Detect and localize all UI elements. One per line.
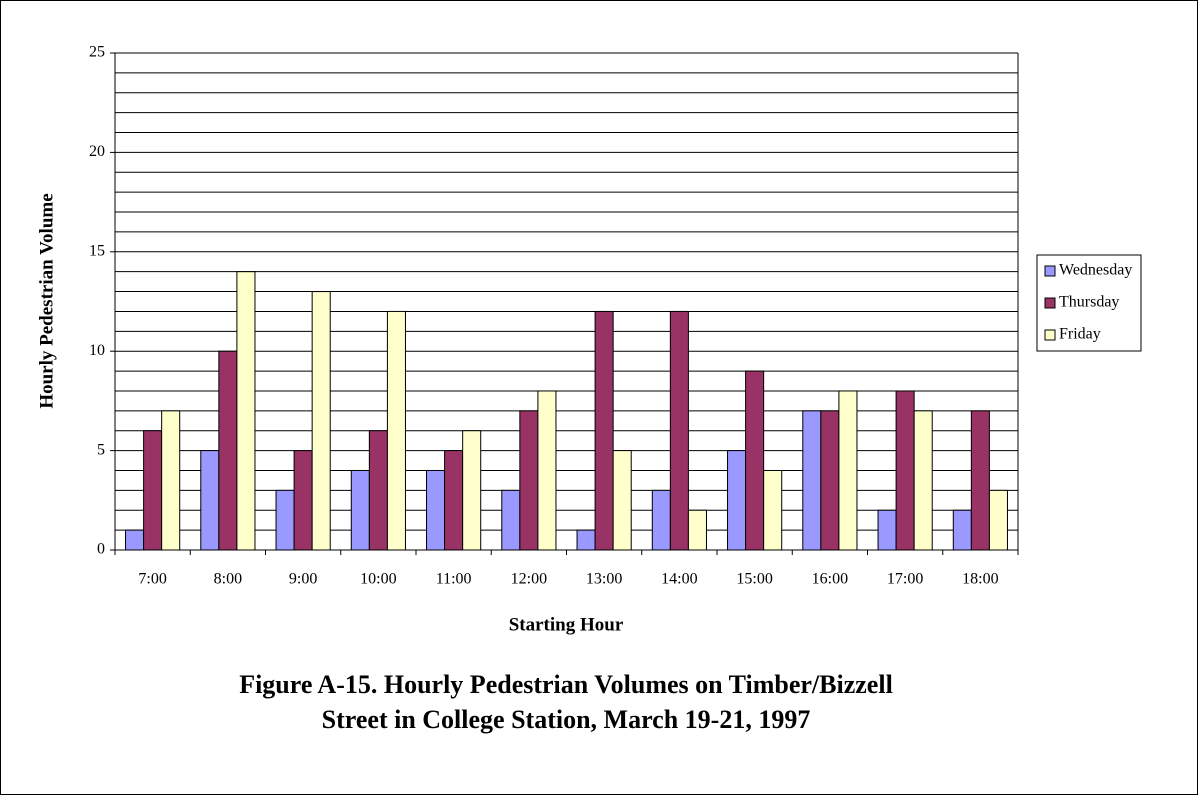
bar: [161, 410, 181, 551]
bar: [988, 489, 1008, 551]
y-tick-label: 5: [97, 441, 105, 458]
legend-label: Thursday: [1059, 294, 1119, 311]
legend-swatch: [1044, 265, 1056, 277]
bar: [350, 469, 370, 551]
x-tick-label: 11:00: [436, 571, 472, 588]
x-axis-title: Starting Hour: [509, 614, 624, 635]
bar: [687, 509, 707, 551]
bar: [501, 489, 521, 551]
bar: [763, 469, 783, 551]
figure-title: Figure A-15. Hourly Pedestrian Volumes o…: [239, 670, 893, 699]
bar: [669, 310, 689, 551]
y-tick-label: 10: [89, 342, 105, 359]
y-axis-title: Hourly Pedestrian Volume: [36, 193, 57, 408]
x-tick-label: 15:00: [736, 571, 772, 588]
bar: [143, 430, 163, 551]
bar: [444, 450, 464, 551]
y-tick-label: 20: [89, 143, 105, 160]
x-tick-label: 9:00: [289, 571, 317, 588]
bar: [386, 310, 406, 551]
bar: [802, 410, 822, 551]
legend-label: Wednesday: [1059, 262, 1132, 279]
x-tick-label: 14:00: [661, 571, 697, 588]
bar: [727, 450, 747, 551]
bar: [218, 350, 238, 551]
bar: [537, 390, 557, 551]
bar: [368, 430, 388, 551]
legend-label: Friday: [1059, 326, 1101, 343]
bar: [311, 291, 331, 551]
bar: [125, 529, 145, 551]
x-tick-label: 13:00: [586, 571, 622, 588]
bar: [275, 489, 295, 551]
bar: [913, 410, 933, 551]
bar: [594, 310, 614, 551]
bar: [895, 390, 915, 551]
bar: [519, 410, 539, 551]
y-tick-label: 15: [89, 242, 105, 259]
bar: [236, 271, 256, 551]
bar: [293, 450, 313, 551]
y-tick-label: 25: [89, 44, 105, 61]
bar: [612, 450, 632, 551]
bar: [426, 469, 446, 551]
legend-swatch: [1044, 329, 1056, 341]
bar: [200, 450, 220, 551]
bar: [651, 489, 671, 551]
x-tick-label: 8:00: [214, 571, 242, 588]
bar: [970, 410, 990, 551]
bar: [838, 390, 858, 551]
figure-subtitle: Street in College Station, March 19-21, …: [322, 705, 811, 734]
x-tick-label: 7:00: [138, 571, 166, 588]
legend-swatch: [1044, 297, 1056, 309]
x-tick-label: 16:00: [812, 571, 848, 588]
x-tick-label: 18:00: [962, 571, 998, 588]
bar: [820, 410, 840, 551]
bar: [576, 529, 596, 551]
x-tick-label: 17:00: [887, 571, 923, 588]
bar: [952, 509, 972, 551]
bar: [462, 430, 482, 551]
bar: [745, 370, 765, 551]
y-tick-label: 0: [97, 541, 105, 558]
x-tick-label: 12:00: [511, 571, 547, 588]
x-tick-label: 10:00: [360, 571, 396, 588]
bar: [877, 509, 897, 551]
